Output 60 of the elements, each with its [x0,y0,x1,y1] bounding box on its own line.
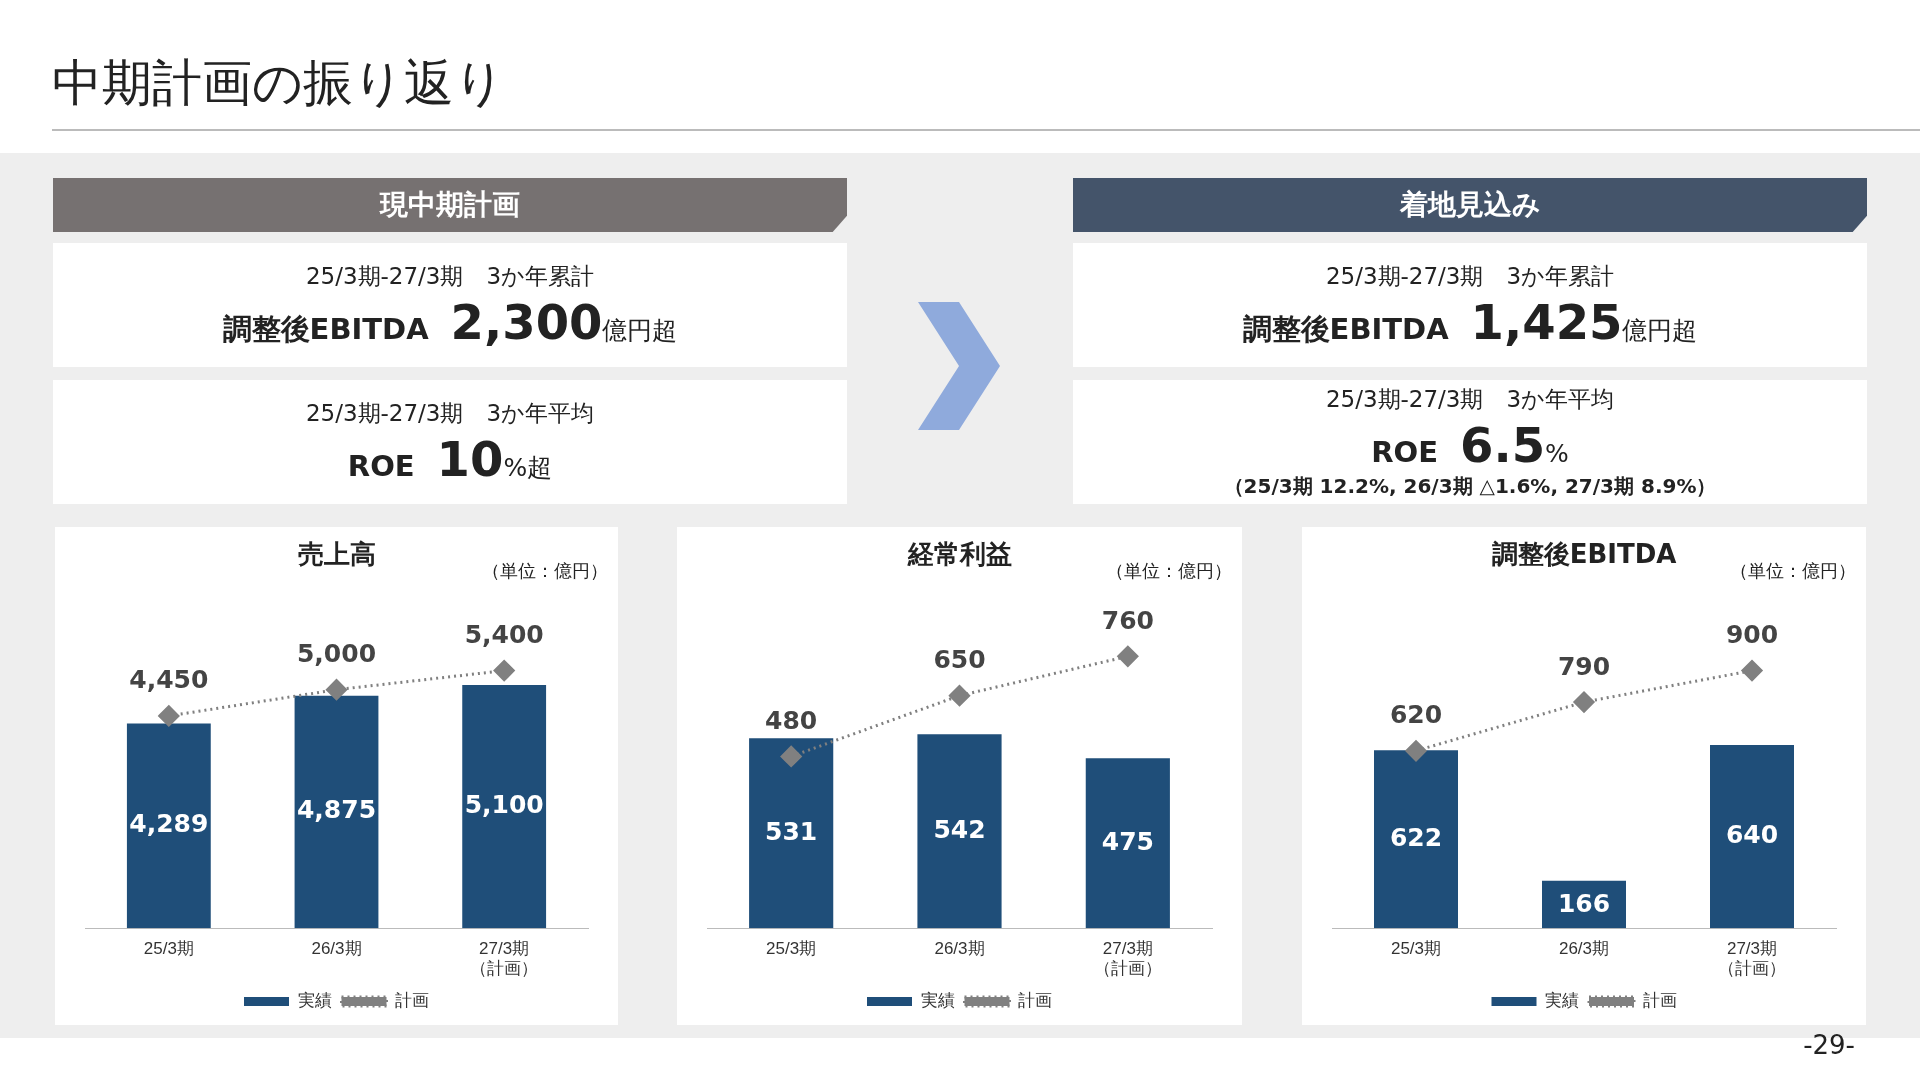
x-tick-label: 27/3期（計画） [470,939,539,979]
text: 中期計画の振り返り [52,53,505,114]
x-tick-label: 25/3期 [143,939,194,959]
data-label: 4,289 [129,809,209,839]
x-tick-label: 25/3期 [1390,939,1442,959]
data-label: 166 [1557,889,1611,919]
data-label: 542 [933,814,986,844]
data-label: 620 [1389,700,1443,730]
text: -29- [1803,1030,1855,1060]
data-label: 4,450 [129,665,209,695]
data-label: 4,875 [296,795,377,825]
data-label: 475 [1101,826,1154,856]
text: 10 [436,430,504,487]
text: %超 [503,452,553,482]
data-label: 760 [1101,605,1154,635]
text: 1,425 [1470,293,1623,350]
x-tick-label: 26/3期 [311,939,362,959]
x-tick-label: 26/3期 [934,939,985,959]
text: ROE [1371,435,1438,469]
text: 億円超 [1622,315,1698,345]
chart-subtitle: （単位：億円） [482,559,608,583]
x-tick-label: 25/3期 [766,939,817,959]
text: 現中期計画 [53,178,847,232]
chart-subtitle: （単位：億円） [1106,559,1232,583]
text: % [1545,439,1569,468]
data-label: 5,400 [464,620,544,650]
data-label: 480 [765,705,818,735]
data-label: 790 [1557,651,1611,681]
text: 6.5 [1460,417,1546,473]
chart-subtitle: （単位：億円） [1730,559,1856,583]
data-label: 650 [933,645,986,675]
data-label: 5,100 [464,790,544,820]
text: 25/3期-27/3期 3か年平均 [304,398,596,428]
data-label: 640 [1725,820,1779,850]
chart-title: 調整後EBITDA [1491,539,1677,569]
x-tick-label: 27/3期（計画） [1093,939,1162,979]
data-label: 900 [1725,620,1779,650]
legend-label: 実績 [297,991,332,1011]
x-tick-label: 26/3期 [1558,939,1610,959]
legend-label: 計画 [1642,991,1677,1011]
chart-title: 売上高 [297,539,376,569]
data-label: 622 [1389,822,1443,852]
x-tick-label: 27/3期（計画） [1718,939,1786,979]
legend-label: 計画 [1018,991,1052,1011]
data-label: 531 [765,816,818,846]
chart-title: 経常利益 [907,539,1012,569]
text: 25/3期-27/3期 3か年累計 [304,261,596,291]
text: （25/3期 12.2%, 26/3期 △1.6%, 27/3期 8.9%） [1222,473,1718,500]
legend-label: 実績 [1545,991,1579,1011]
data-label: 5,000 [296,639,377,669]
text: 調整後EBITDA [222,311,429,346]
text: 25/3期-27/3期 3か年累計 [1324,261,1616,291]
text: 着地見込み [1073,178,1867,232]
legend-label: 計画 [395,991,429,1011]
text: 調整後EBITDA [1242,311,1449,346]
text: 25/3期-27/3期 3か年平均 [1324,385,1616,414]
text: 2,300 [450,293,603,350]
text: 億円超 [602,315,678,345]
legend-label: 実績 [920,991,955,1011]
text: ROE [347,448,415,483]
